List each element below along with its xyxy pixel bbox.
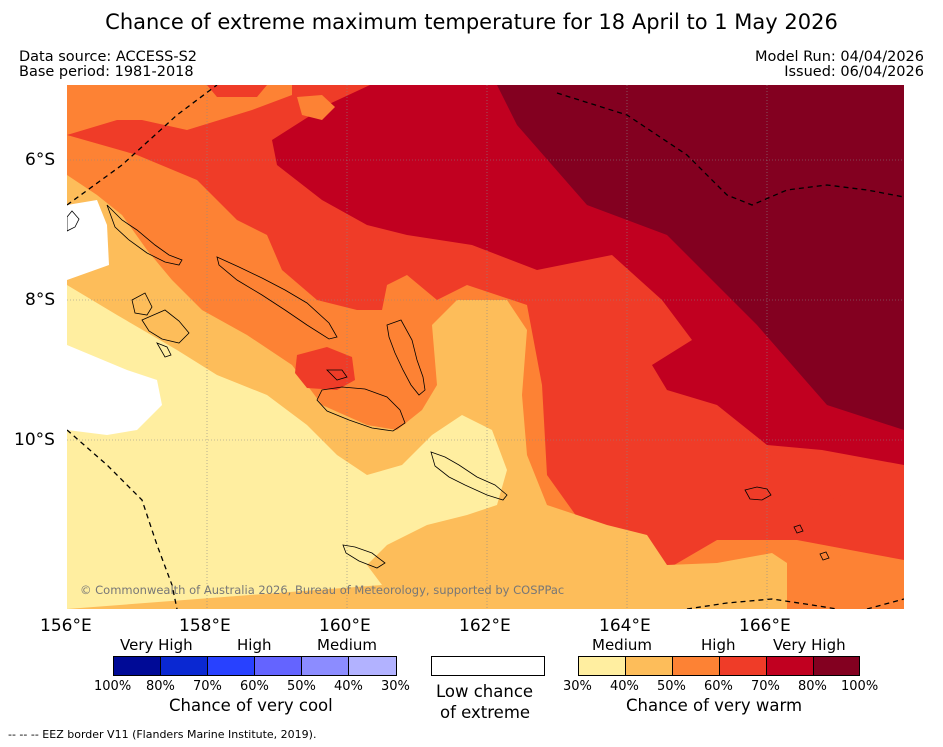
issued-date: Issued: 06/04/2026	[784, 64, 924, 80]
warm-tick: 60%	[704, 679, 733, 694]
base-period: Base period: 1981-2018	[19, 64, 194, 80]
warm-swatch-40-50	[625, 656, 673, 676]
cool-swatch-50-60	[254, 656, 302, 676]
zone-low-chance	[67, 200, 109, 280]
lon-label-156e: 156°E	[40, 616, 92, 636]
cool-tick: 80%	[146, 679, 175, 694]
lat-label-8s: 8°S	[25, 290, 56, 310]
warm-high-label: High	[701, 636, 736, 654]
cool-high-label: High	[237, 636, 272, 654]
zone-high-60-70-east	[757, 450, 857, 510]
warm-very-high-label: Very High	[773, 636, 846, 654]
cool-tick: 60%	[240, 679, 269, 694]
warm-caption: Chance of very warm	[626, 696, 803, 715]
cool-tick: 100%	[94, 679, 132, 694]
eez-footnote: -- -- -- EEZ border V11 (Flanders Marine…	[8, 728, 317, 741]
island-malaita	[386, 319, 426, 396]
cool-tick: 40%	[334, 679, 363, 694]
zone-medium-50-60-north	[297, 95, 335, 120]
graticule	[67, 85, 904, 609]
cool-tick: 50%	[287, 679, 316, 694]
warm-tick: 30%	[563, 679, 592, 694]
warm-tick: 70%	[751, 679, 780, 694]
island-tikopia	[819, 551, 830, 561]
warm-tick: 50%	[657, 679, 686, 694]
island-makira	[430, 451, 508, 501]
lat-label-10s: 10°S	[14, 430, 55, 450]
copyright-text: © Commonwealth of Australia 2026, Bureau…	[80, 583, 564, 597]
warm-swatch-80-100	[813, 656, 860, 676]
neutral-swatch	[431, 656, 545, 676]
data-source: Data source: ACCESS-S2	[19, 49, 198, 65]
island-vanikoro	[793, 524, 804, 534]
neutral-colorbar	[431, 656, 545, 676]
island-new-georgia	[131, 292, 190, 358]
cool-colorbar	[113, 656, 397, 676]
cool-swatch-70-80	[160, 656, 208, 676]
warm-tick: 80%	[798, 679, 827, 694]
zone-medium-30-40	[67, 285, 507, 609]
warm-swatch-30-40	[578, 656, 626, 676]
map-title: Chance of extreme maximum temperature fo…	[105, 10, 838, 34]
lat-label-6s: 6°S	[25, 150, 56, 170]
lon-label-158e: 158°E	[179, 616, 231, 636]
zone-high-60-70-north	[207, 85, 267, 97]
island-florida	[326, 369, 348, 381]
cool-medium-label: Medium	[317, 636, 377, 654]
warm-medium-label: Medium	[592, 636, 652, 654]
temperature-map: © Commonwealth of Australia 2026, Bureau…	[67, 85, 904, 609]
island-choiseul	[106, 204, 183, 266]
warm-swatch-60-70	[719, 656, 767, 676]
warm-tick: 100%	[841, 679, 879, 694]
island-guadalcanal	[316, 386, 406, 432]
lon-label-162e: 162°E	[459, 616, 511, 636]
zone-low-chance-southwest	[67, 345, 162, 435]
warm-colorbar	[578, 656, 860, 676]
island-santa-isabel	[216, 256, 338, 340]
neutral-caption-line1: Low chance	[436, 682, 534, 701]
warm-tick: 40%	[610, 679, 639, 694]
coastlines	[67, 204, 830, 569]
island-rennell	[342, 544, 386, 569]
cool-swatch-80-100	[113, 656, 161, 676]
cool-very-high-label: Very High	[120, 636, 193, 654]
island-santa-cruz	[744, 486, 772, 501]
lon-label-166e: 166°E	[739, 616, 791, 636]
neutral-caption-line2: of extreme	[440, 703, 531, 722]
lon-label-164e: 164°E	[599, 616, 651, 636]
cool-tick: 30%	[381, 679, 410, 694]
eez-borders	[67, 85, 904, 609]
cool-swatch-30-40	[348, 656, 397, 676]
model-run: Model Run: 04/04/2026	[754, 49, 924, 65]
cool-swatch-60-70	[207, 656, 255, 676]
warm-swatch-70-80	[766, 656, 814, 676]
island-bougainville	[67, 210, 80, 232]
cool-tick: 70%	[193, 679, 222, 694]
lon-label-160e: 160°E	[319, 616, 371, 636]
warm-swatch-50-60	[672, 656, 720, 676]
cool-caption: Chance of very cool	[169, 696, 333, 715]
cool-swatch-40-50	[301, 656, 349, 676]
